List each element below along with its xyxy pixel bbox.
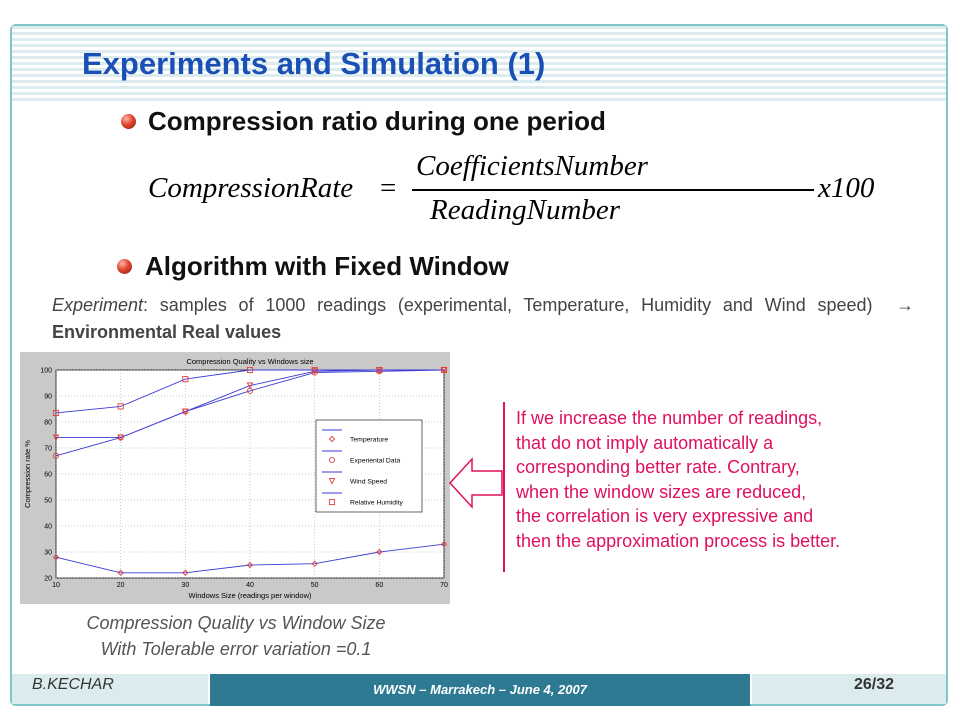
y-tick-label: 80 — [44, 420, 52, 427]
y-tick-label: 100 — [40, 368, 52, 375]
data-point — [52, 434, 60, 442]
note-line: the correlation is very expressive and — [516, 506, 814, 526]
x-tick-label: 60 — [375, 582, 383, 589]
y-tick-label: 40 — [44, 524, 52, 531]
note-line: when the window sizes are reduced, — [516, 481, 807, 502]
x-tick-label: 40 — [246, 582, 254, 589]
note-line: If we increase the number of readings, — [516, 408, 823, 428]
x-tick-label: 70 — [440, 582, 448, 589]
data-point — [440, 366, 448, 374]
legend-label: Wind Speed — [350, 479, 387, 486]
series-line — [55, 543, 445, 574]
y-tick-label: 20 — [44, 576, 52, 583]
data-point — [117, 403, 124, 410]
data-point — [376, 366, 383, 374]
note-bracket — [503, 402, 505, 572]
data-point — [328, 477, 336, 485]
x-tick-label: 50 — [311, 582, 319, 589]
chart-legend: Temperature Experiental Data Wind Speed Rel… — [315, 419, 423, 513]
data-point — [328, 435, 336, 443]
footer-event: WWSN – Marrakech – June 4, 2007 — [373, 682, 587, 697]
series-line — [55, 369, 444, 414]
experiment-result: Environmental Real values — [52, 322, 282, 342]
legend-label: Relative Humidity — [350, 500, 403, 507]
formula-fraction-bar — [412, 189, 814, 191]
data-point — [311, 366, 318, 374]
data-point — [182, 569, 189, 577]
arrow-right-icon: → — [895, 295, 914, 315]
bullet-icon — [121, 114, 136, 129]
x-tick-label: 10 — [52, 582, 60, 589]
data-point — [52, 409, 60, 416]
data-point — [311, 368, 318, 375]
left-arrow-icon — [448, 457, 503, 509]
data-point — [376, 548, 383, 556]
footer-event-band: WWSN – Marrakech – June 4, 2007 — [210, 674, 750, 706]
data-point — [328, 498, 336, 506]
data-point — [440, 540, 448, 548]
footer-author: B.KECHAR — [32, 676, 114, 693]
formula-denominator: ReadingNumber — [430, 194, 621, 226]
formula-numerator: CoefficientsNumber — [416, 150, 648, 182]
data-point — [311, 560, 318, 567]
chart-xlabel: Windows Size (readings per window) — [189, 591, 312, 600]
note-line: that do not imply automatically a — [516, 432, 774, 453]
data-point — [246, 366, 254, 374]
header-stripes — [12, 26, 946, 102]
formula-multiplier: x100 — [818, 172, 875, 204]
formula-equals: = — [380, 172, 397, 204]
chart-container: 10 20 30 40 50 60 70 20 30 40 50 60 70 80 90 100 Compre… — [20, 352, 450, 604]
legend-label: Experiental Data — [350, 458, 400, 465]
y-tick-label: 90 — [44, 394, 52, 401]
bullet-compression-ratio: Compression ratio during one period — [148, 106, 606, 136]
data-point — [182, 376, 189, 383]
footer-page-band: 26/32 — [752, 674, 946, 704]
bullet-icon — [117, 259, 132, 274]
chart-ylabel: Compression rate % — [23, 440, 32, 508]
footer-author-band: B.KECHAR — [12, 674, 208, 704]
formula-lhs: CompressionRate — [148, 172, 354, 204]
data-point — [182, 408, 189, 416]
series-layer — [52, 366, 448, 577]
chart-caption: Compression Quality vs Window Size With … — [20, 610, 452, 662]
y-tick-label: 50 — [44, 498, 52, 505]
data-point — [246, 382, 254, 390]
data-point — [52, 553, 60, 561]
data-point — [52, 452, 60, 459]
x-tick-label: 20 — [117, 582, 125, 589]
y-tick-label: 70 — [44, 446, 52, 453]
legend-label: Temperature — [350, 437, 388, 444]
x-tick-label: 30 — [181, 582, 189, 589]
data-point — [246, 561, 254, 569]
caption-line: Compression Quality vs Window Size — [86, 613, 386, 633]
note-line: then the approximation process is better… — [516, 530, 841, 551]
note-line: corresponding better rate. Contrary, — [516, 457, 800, 477]
bullet-fixed-window: Algorithm with Fixed Window — [145, 251, 509, 281]
data-point — [328, 456, 336, 464]
experiment-text: : samples of 1000 readings (experimental… — [143, 295, 873, 315]
observation-note: If we increase the number of readings, t… — [516, 406, 840, 553]
y-tick-label: 60 — [44, 472, 52, 479]
caption-line: With Tolerable error variation =0.1 — [100, 639, 372, 659]
experiment-term: Experiment — [52, 295, 144, 315]
page-number: 26/32 — [853, 676, 894, 693]
legend-box — [315, 419, 423, 513]
data-point — [117, 569, 124, 577]
data-point — [117, 434, 124, 442]
slide-title: Experiments and Simulation (1) — [82, 46, 546, 81]
y-tick-label: 30 — [44, 550, 52, 557]
chart-title: Compression Quality vs Windows size — [186, 357, 313, 366]
experiment-description: Experiment: samples of 1000 readings (ex… — [52, 292, 914, 346]
